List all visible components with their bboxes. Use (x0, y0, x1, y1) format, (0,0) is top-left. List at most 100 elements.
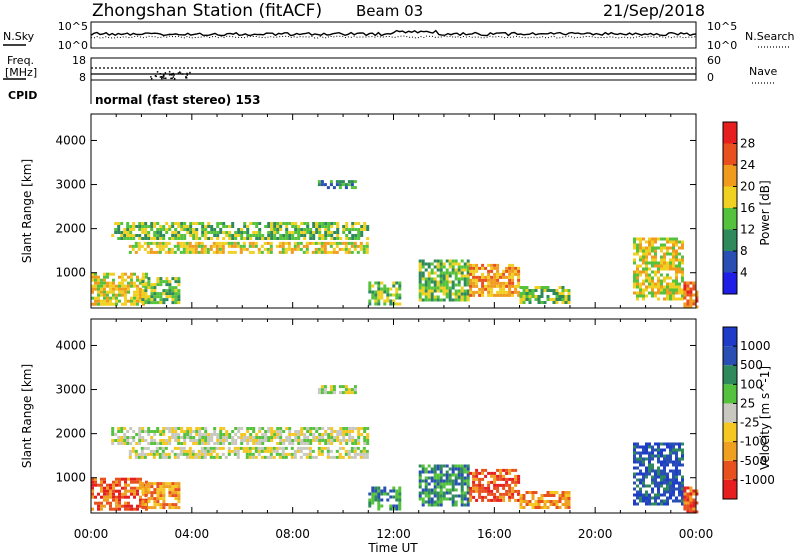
colorbar-tick-label: 100 (740, 377, 763, 391)
echo-cell (508, 284, 512, 288)
echo-cell (195, 430, 199, 433)
echo-cell (147, 286, 151, 290)
echo-cell (499, 468, 503, 472)
echo-cell (150, 283, 154, 287)
echo-cell (519, 506, 523, 509)
echo-cell (395, 504, 399, 508)
echo-cell (466, 298, 470, 302)
echo-cell (297, 225, 301, 228)
colorbar-tick-label: 4 (740, 266, 748, 280)
echo-cell (124, 290, 127, 294)
echo-cell (318, 427, 322, 430)
echo-cell (475, 483, 479, 487)
echo-cell (91, 290, 94, 294)
echo-cell (421, 298, 425, 302)
echo-cell (692, 299, 696, 303)
echo-region (418, 464, 470, 507)
echo-cell (200, 241, 204, 245)
echo-cell (165, 503, 169, 507)
echo-cell (139, 299, 142, 303)
echo-cell (436, 286, 440, 290)
noise-left-tick-bottom: 10^0 (58, 39, 88, 52)
echo-cell (237, 430, 241, 433)
echo-cell (528, 292, 532, 295)
echo-cell (460, 494, 464, 498)
echo-cell (675, 249, 678, 253)
echo-cell (124, 299, 127, 303)
echo-cell (156, 485, 160, 489)
echo-cell (363, 439, 367, 442)
echo-cell (427, 503, 431, 507)
echo-cell (445, 280, 449, 284)
echo-cell (285, 436, 289, 439)
colorbar-segment (723, 346, 737, 366)
echo-cell (368, 492, 372, 496)
range-tick-label: 3000 (55, 178, 86, 192)
echo-cell (442, 262, 446, 266)
echo-cell (246, 234, 250, 237)
echo-cell (171, 277, 175, 281)
time-axis-label: Time UT (367, 541, 418, 554)
echo-cell (171, 292, 175, 296)
echo-cell (109, 507, 112, 511)
echo-cell (147, 430, 151, 433)
echo-cell (171, 485, 175, 489)
echo-cell (681, 484, 684, 488)
echo-cell (197, 250, 201, 254)
echo-cell (165, 228, 169, 231)
echo-cell (451, 482, 455, 486)
echo-cell (348, 228, 352, 231)
echo-cell (165, 485, 169, 489)
echo-cell (204, 439, 208, 442)
echo-cell (675, 267, 678, 271)
echo-cell (332, 385, 336, 389)
echo-cell (279, 439, 283, 442)
echo-cell (94, 299, 97, 303)
echo-cell (344, 452, 348, 456)
echo-cell (144, 295, 148, 299)
echo-cell (660, 484, 663, 488)
echo-cell (681, 442, 684, 446)
frequency-panel: Freq. [MHz] 18 8 60 0 Nave (3, 54, 777, 84)
echo-cell (660, 285, 663, 289)
echo-cell (371, 486, 375, 490)
echo-cell (421, 488, 425, 492)
echo-cell (121, 275, 124, 279)
echo-cell (675, 258, 678, 262)
echo-cell (342, 225, 346, 228)
echo-cell (540, 286, 544, 289)
time-tick-label: 00:00 (74, 527, 109, 541)
echo-cell (493, 278, 497, 282)
echo-cell (323, 385, 327, 389)
echo-cell (469, 269, 473, 273)
echo-cell (127, 281, 130, 285)
echo-cell (348, 433, 352, 436)
echo-cell (448, 271, 452, 275)
echo-cell (221, 250, 225, 254)
echo-cell (392, 293, 396, 297)
echo-cell (666, 484, 669, 488)
echo-cell (186, 427, 190, 430)
echo-cell (433, 467, 437, 471)
echo-cell (207, 436, 211, 439)
echo-cell (257, 446, 261, 450)
echo-cell (162, 488, 166, 492)
echo-cell (311, 455, 315, 459)
echo-cell (648, 279, 651, 283)
echo-cell (165, 222, 169, 225)
echo-cell (663, 285, 666, 289)
echo-cell (395, 290, 399, 294)
echo-cell (164, 446, 168, 450)
echo-cell (338, 455, 342, 459)
echo-cell (508, 269, 512, 273)
echo-cell (663, 469, 666, 473)
echo-cell (240, 234, 244, 237)
echo-cell (338, 446, 342, 450)
echo-cell (528, 500, 532, 503)
echo-cell (660, 237, 663, 241)
echo-cell (100, 486, 103, 490)
time-tick-label: 00:00 (679, 527, 714, 541)
echo-cell (633, 448, 636, 452)
freq-dot (159, 73, 161, 75)
